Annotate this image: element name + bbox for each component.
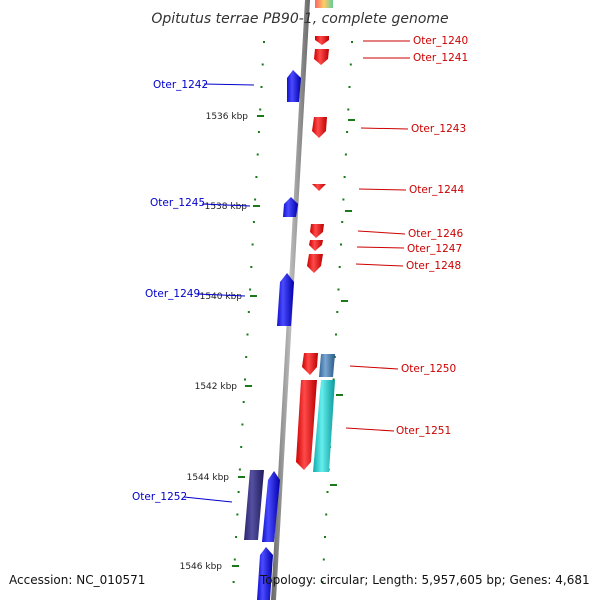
gene-label-oter-1246[interactable]: Oter_1246	[408, 228, 463, 240]
gene-label-oter-1243[interactable]: Oter_1243	[411, 123, 466, 135]
gene-label-oter-1248[interactable]: Oter_1248	[406, 260, 461, 272]
gene-oter-1241[interactable]	[314, 49, 329, 65]
gene-label-oter-1245[interactable]: Oter_1245	[150, 197, 205, 209]
callout-line	[196, 293, 246, 297]
gene-label-oter-1247[interactable]: Oter_1247	[407, 243, 462, 255]
kbp-label-1540: 1540 kbp	[200, 292, 243, 302]
gene-label-oter-1252[interactable]: Oter_1252	[132, 491, 187, 503]
gene-oter-1245[interactable]	[283, 197, 298, 217]
callout-line	[183, 496, 233, 503]
gene-oter-1250[interactable]	[302, 353, 318, 375]
accession-text: Accession: NC_010571	[9, 573, 146, 587]
topology-text: Topology: circular; Length: 5,957,605 bp…	[260, 573, 590, 587]
kbp-label-1536: 1536 kbp	[206, 112, 249, 122]
gene-oter-1249[interactable]	[277, 273, 294, 326]
gene-oter-1251[interactable]	[313, 380, 335, 472]
gene-label-oter-1251[interactable]: Oter_1251	[396, 425, 451, 437]
callout-line	[203, 83, 255, 86]
feature-oter-1252-dark[interactable]	[244, 470, 264, 540]
callout-line	[201, 203, 251, 207]
gene-bottom-partial[interactable]	[257, 547, 273, 600]
gene-oter-1248[interactable]	[307, 254, 323, 273]
gene-label-oter-1242[interactable]: Oter_1242	[153, 79, 208, 91]
kbp-label-1542: 1542 kbp	[195, 382, 238, 392]
callout-line	[358, 188, 407, 191]
gene-label-oter-1241[interactable]: Oter_1241	[413, 52, 468, 64]
callout-line	[356, 246, 405, 249]
gene-oter-1243[interactable]	[312, 117, 327, 138]
gene-oter-1251-red[interactable]	[296, 380, 317, 470]
left-tick-track	[232, 41, 265, 583]
gene-label-oter-1249[interactable]: Oter_1249	[145, 288, 200, 300]
gene-label-oter-1244[interactable]: Oter_1244	[409, 184, 464, 196]
gene-oter-1244[interactable]	[312, 184, 326, 191]
gene-label-oter-1240[interactable]: Oter_1240	[413, 35, 468, 47]
right-gene-labels: Oter_1240 Oter_1241 Oter_1243 Oter_1244 …	[396, 35, 468, 437]
reverse-strand-genes	[296, 36, 335, 472]
gene-oter-1246[interactable]	[310, 224, 324, 238]
right-scale-dashes	[330, 119, 355, 486]
kbp-label-1546: 1546 kbp	[180, 562, 223, 572]
left-callouts	[183, 83, 255, 503]
callout-line	[357, 230, 406, 235]
kbp-label-1544: 1544 kbp	[187, 473, 230, 483]
gene-oter-1252[interactable]	[262, 471, 280, 542]
left-gene-labels: Oter_1242 Oter_1245 Oter_1249 Oter_1252	[132, 79, 208, 503]
gene-oter-1240[interactable]	[315, 36, 329, 45]
kbp-label-1538: 1538 kbp	[205, 202, 248, 212]
gene-label-oter-1250[interactable]: Oter_1250	[401, 363, 456, 375]
callout-line	[345, 427, 395, 432]
forward-strand-genes	[244, 70, 301, 600]
right-callouts	[345, 40, 410, 432]
callout-line	[349, 365, 399, 370]
feature-oter-1250-steel[interactable]	[319, 354, 335, 377]
gene-oter-1247[interactable]	[309, 240, 323, 251]
gene-oter-1242[interactable]	[287, 70, 301, 102]
callout-line	[355, 263, 404, 267]
callout-line	[360, 127, 409, 130]
top-feature-strip	[315, 0, 333, 8]
map-title: Opitutus terrae PB90-1, complete genome	[151, 11, 448, 27]
kbp-scale: 1536 kbp 1538 kbp 1540 kbp 1542 kbp 1544…	[180, 112, 264, 572]
